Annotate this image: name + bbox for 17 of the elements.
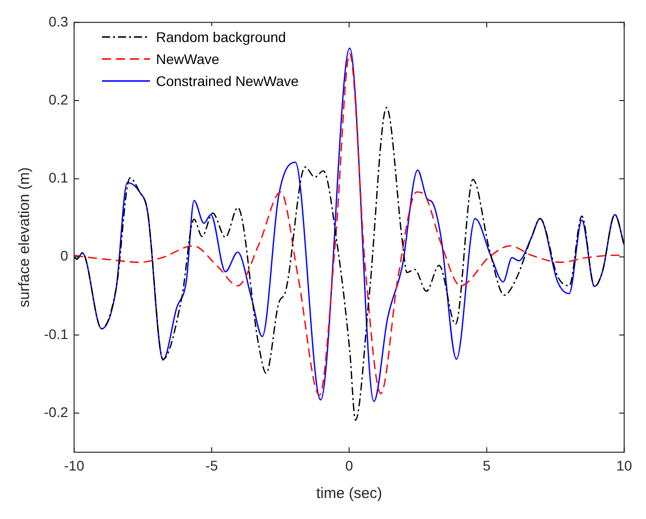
legend-label: Constrained NewWave: [156, 72, 299, 91]
x-tick-label: 5: [482, 457, 491, 474]
y-axis-title: surface elevation (m): [16, 167, 34, 308]
legend-label: NewWave: [156, 50, 220, 69]
legend-label: Random background: [156, 28, 286, 47]
y-tick-label: 0: [60, 248, 68, 264]
y-tick-label: 0.3: [48, 13, 68, 30]
x-tick-label: -10: [64, 457, 84, 474]
y-tick-label: -0.1: [44, 326, 68, 342]
y-tick-label: -0.2: [44, 404, 68, 420]
y-tick-label: 0.2: [48, 91, 68, 108]
x-tick-label: 0: [345, 457, 354, 474]
y-tick-label: 0.1: [48, 170, 68, 186]
line-series: [74, 106, 624, 421]
x-axis-title: time (sec): [316, 485, 382, 502]
x-tick-label: -5: [205, 457, 218, 474]
x-tick-label: 10: [616, 457, 632, 474]
